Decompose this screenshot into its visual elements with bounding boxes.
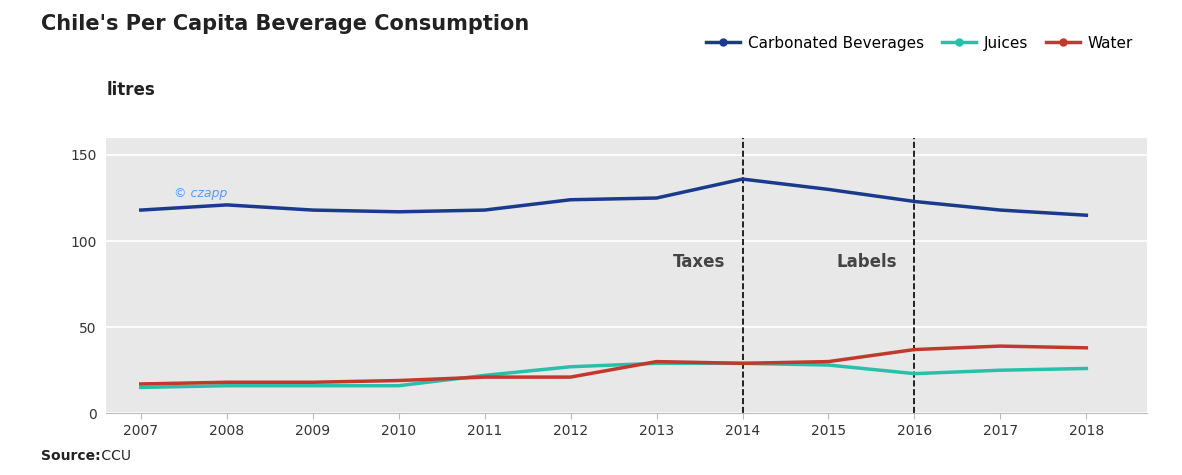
Text: litres: litres [106, 81, 155, 99]
Text: Labels: Labels [837, 253, 897, 271]
Text: CCU: CCU [97, 449, 131, 463]
Text: Taxes: Taxes [673, 253, 726, 271]
Legend: Carbonated Beverages, Juices, Water: Carbonated Beverages, Juices, Water [701, 29, 1139, 57]
Text: Source:: Source: [41, 449, 100, 463]
Text: Chile's Per Capita Beverage Consumption: Chile's Per Capita Beverage Consumption [41, 14, 530, 34]
Text: © czapp: © czapp [174, 187, 227, 200]
